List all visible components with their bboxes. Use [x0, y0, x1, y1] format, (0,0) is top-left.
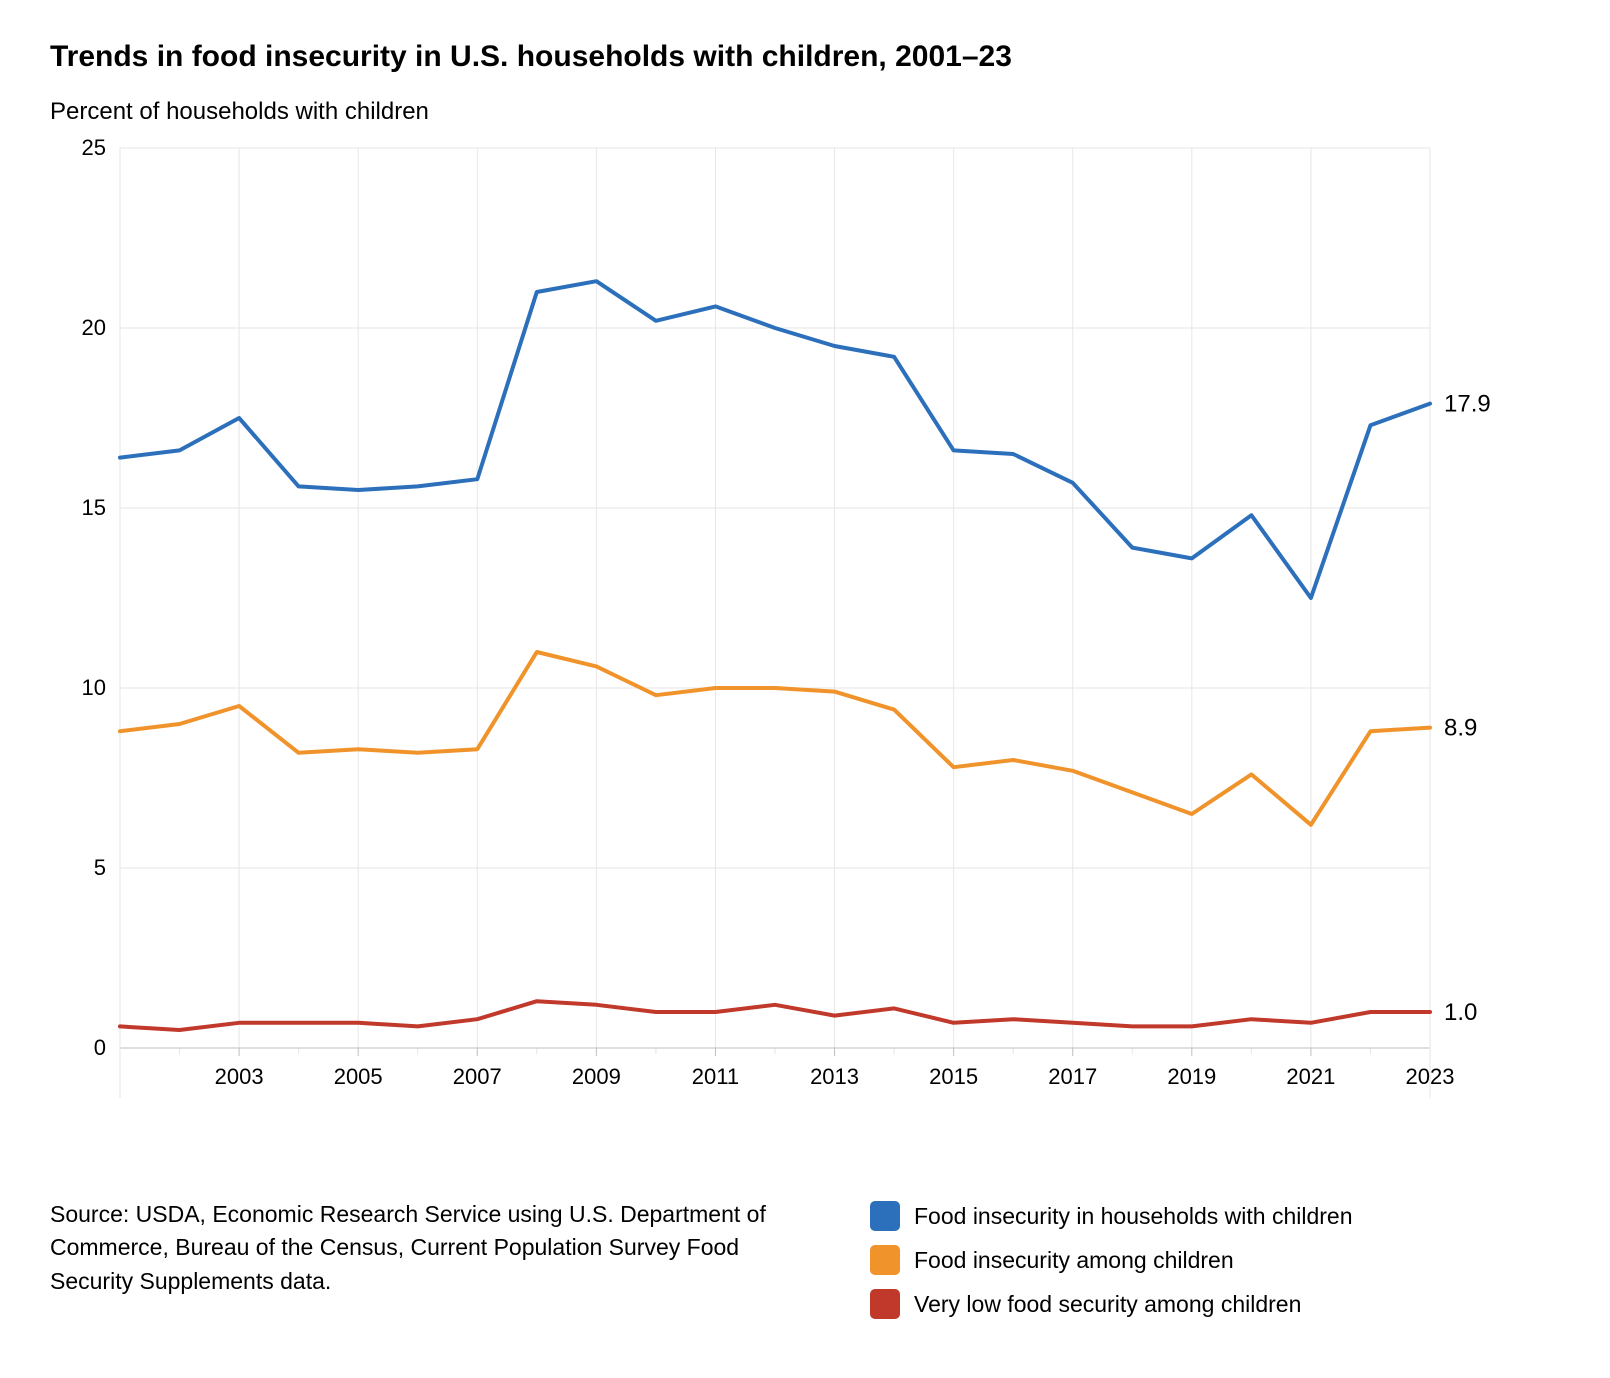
- source-text: Source: USDA, Economic Research Service …: [50, 1198, 810, 1330]
- series-end-label: 8.9: [1444, 715, 1477, 742]
- svg-text:2011: 2011: [692, 1064, 739, 1089]
- series-end-label: 17.9: [1444, 391, 1491, 418]
- svg-text:2003: 2003: [215, 1064, 264, 1089]
- svg-text:5: 5: [94, 855, 106, 880]
- svg-text:2019: 2019: [1167, 1064, 1216, 1089]
- legend-label: Food insecurity in households with child…: [914, 1203, 1353, 1230]
- legend-item: Food insecurity among children: [870, 1242, 1560, 1278]
- svg-text:15: 15: [82, 495, 106, 520]
- chart-footer: Source: USDA, Economic Research Service …: [50, 1198, 1560, 1330]
- svg-text:0: 0: [94, 1035, 106, 1060]
- series-line: [120, 1001, 1430, 1030]
- svg-text:25: 25: [82, 138, 106, 160]
- svg-text:2015: 2015: [929, 1064, 978, 1089]
- svg-text:20: 20: [82, 315, 106, 340]
- chart-container: Trends in food insecurity in U.S. househ…: [0, 0, 1610, 1378]
- legend-label: Very low food security among children: [914, 1291, 1301, 1318]
- series-line: [120, 652, 1430, 825]
- legend-swatch: [870, 1201, 900, 1231]
- svg-text:2009: 2009: [572, 1064, 621, 1089]
- legend-label: Food insecurity among children: [914, 1247, 1234, 1274]
- svg-text:2021: 2021: [1286, 1064, 1335, 1089]
- legend: Food insecurity in households with child…: [870, 1198, 1560, 1330]
- legend-swatch: [870, 1245, 900, 1275]
- svg-text:2007: 2007: [453, 1064, 502, 1089]
- chart-title: Trends in food insecurity in U.S. househ…: [50, 40, 1560, 74]
- svg-text:2013: 2013: [810, 1064, 859, 1089]
- svg-text:2005: 2005: [334, 1064, 383, 1089]
- legend-item: Food insecurity in households with child…: [870, 1198, 1560, 1234]
- series-end-label: 1.0: [1444, 999, 1477, 1026]
- plot-area: 0 5 10 15 20 25 2003 2005 2007 2009 2011 2013 2015 20…: [50, 138, 1550, 1138]
- legend-item: Very low food security among children: [870, 1286, 1560, 1322]
- y-axis-label: Percent of households with children: [50, 98, 1560, 126]
- svg-text:2017: 2017: [1048, 1064, 1097, 1089]
- legend-swatch: [870, 1289, 900, 1319]
- line-chart-svg: 0 5 10 15 20 25 2003 2005 2007 2009 2011 2013 2015 20…: [50, 138, 1550, 1138]
- svg-text:10: 10: [82, 675, 106, 700]
- series-line: [120, 281, 1430, 598]
